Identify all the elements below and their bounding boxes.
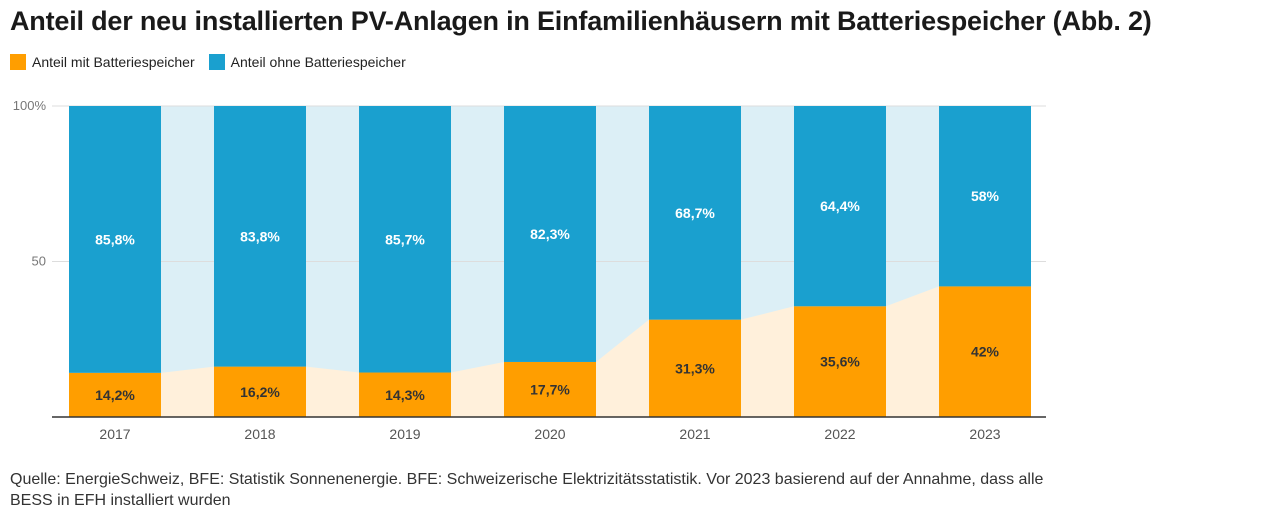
data-label-without-battery-2017: 85,8%	[95, 231, 135, 247]
area-with-battery	[69, 286, 1031, 417]
bar-with-battery-2021	[649, 319, 741, 417]
data-label-with-battery-2017: 14,2%	[95, 387, 135, 403]
legend-swatch-with-battery	[10, 54, 26, 70]
x-tick-label-2018: 2018	[244, 426, 275, 442]
y-tick-label-50: 50	[32, 254, 46, 269]
x-tick-label-2020: 2020	[534, 426, 565, 442]
data-label-with-battery-2021: 31,3%	[675, 360, 715, 376]
x-tick-label-2021: 2021	[679, 426, 710, 442]
legend-swatch-without-battery	[208, 54, 225, 70]
bar-with-battery-2017	[69, 372, 161, 417]
data-label-with-battery-2022: 35,6%	[820, 354, 860, 370]
x-tick-label-2023: 2023	[969, 426, 1000, 442]
data-label-without-battery-2022: 64,4%	[820, 198, 860, 214]
x-tick-label-2019: 2019	[389, 426, 420, 442]
x-tick-label-2017: 2017	[99, 426, 130, 442]
x-tick-label-2022: 2022	[824, 426, 855, 442]
legend: Anteil mit Batteriespeicher Anteil ohne …	[10, 54, 420, 70]
legend-label-with-battery: Anteil mit Batteriespeicher	[32, 54, 195, 70]
legend-label-without-battery: Anteil ohne Batteriespeicher	[230, 54, 406, 70]
bar-without-battery-2022	[794, 106, 886, 307]
legend-item-without-battery: Anteil ohne Batteriespeicher	[208, 54, 406, 70]
bar-without-battery-2020	[504, 106, 596, 362]
bar-with-battery-2020	[504, 361, 596, 417]
bar-with-battery-2018	[214, 366, 306, 417]
bar-with-battery-2023	[939, 286, 1031, 417]
bar-without-battery-2018	[214, 106, 306, 367]
legend-item-with-battery: Anteil mit Batteriespeicher	[10, 54, 195, 70]
source-note: Quelle: EnergieSchweiz, BFE: Statistik S…	[10, 471, 1044, 509]
bar-without-battery-2019	[359, 106, 451, 373]
bar-with-battery-2022	[794, 306, 886, 417]
data-label-with-battery-2020: 17,7%	[530, 381, 570, 397]
data-label-without-battery-2018: 83,8%	[240, 228, 280, 244]
bar-without-battery-2021	[649, 106, 741, 320]
data-label-without-battery-2021: 68,7%	[675, 205, 715, 221]
data-label-without-battery-2023: 58%	[971, 188, 1000, 204]
data-label-with-battery-2019: 14,3%	[385, 387, 425, 403]
bar-with-battery-2019	[359, 372, 451, 417]
chart-title: Anteil der neu installierten PV-Anlagen …	[10, 6, 1152, 36]
data-label-without-battery-2020: 82,3%	[530, 226, 570, 242]
bar-without-battery-2017	[69, 106, 161, 373]
bar-without-battery-2023	[939, 106, 1031, 287]
stacked-bar-chart: 50 100% 14,2% 85,8% 2017 16,2% 83,8% 2018 14,3% 8…	[13, 98, 1046, 442]
data-label-without-battery-2019: 85,7%	[385, 231, 425, 247]
data-label-with-battery-2018: 16,2%	[240, 384, 280, 400]
data-label-with-battery-2023: 42%	[971, 344, 1000, 360]
y-tick-label-100: 100%	[13, 98, 47, 113]
